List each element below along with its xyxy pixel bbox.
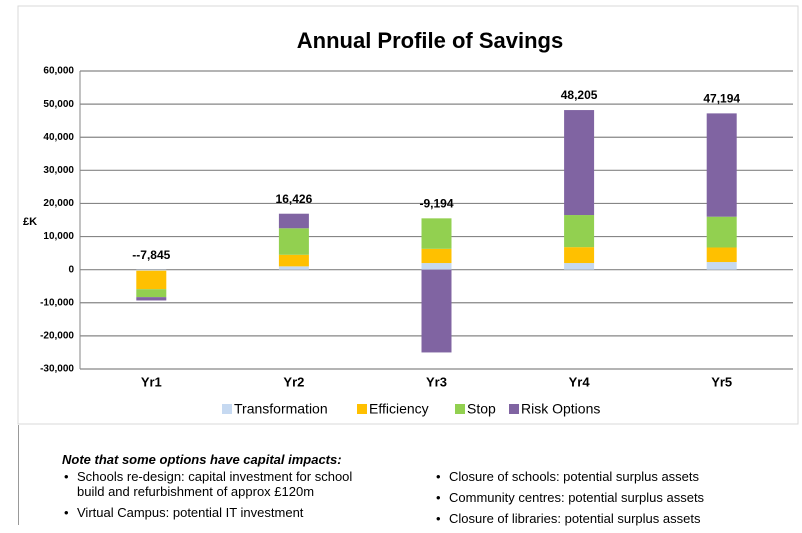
total-label: 47,194 xyxy=(703,92,740,106)
notes-heading: Note that some options have capital impa… xyxy=(62,452,342,467)
bar-segment xyxy=(421,218,452,249)
chart: Annual Profile of Savings £K -30,000 -20,… xyxy=(17,5,799,425)
notes-right: Closure of schools: potential surplus as… xyxy=(434,469,794,532)
legend-label: Risk Options xyxy=(521,401,600,417)
bar-segment xyxy=(278,266,309,270)
bar-segment xyxy=(278,254,309,267)
y-tick-label: 0 xyxy=(68,264,74,275)
legend-label: Stop xyxy=(467,401,496,417)
total-label: 16,426 xyxy=(276,192,313,206)
chart-title: Annual Profile of Savings xyxy=(297,28,563,53)
bar-segment xyxy=(564,110,595,216)
bar-segment xyxy=(136,270,167,290)
y-tick-label: 20,000 xyxy=(43,198,74,209)
y-tick-label: 30,000 xyxy=(43,165,74,176)
y-tick-label: 60,000 xyxy=(43,66,74,77)
y-tick-label: 50,000 xyxy=(43,99,74,110)
bar-segment xyxy=(564,215,595,248)
bar-segment xyxy=(421,248,452,264)
note-item: Closure of schools: potential surplus as… xyxy=(434,469,794,484)
legend-swatch xyxy=(357,404,367,414)
bar-segment xyxy=(706,216,737,248)
note-item: Closure of libraries: potential surplus … xyxy=(434,511,794,526)
bar-segment xyxy=(564,247,595,264)
y-axis-label: £K xyxy=(23,216,37,228)
x-tick-label: Yr5 xyxy=(711,374,732,389)
notes-left: Schools re-design: capital investment fo… xyxy=(62,469,362,526)
bar-segment xyxy=(706,262,737,270)
legend-label: Efficiency xyxy=(369,401,429,417)
y-tick-label: -20,000 xyxy=(40,331,74,342)
y-tick-label: -30,000 xyxy=(40,364,74,375)
total-label: --7,845 xyxy=(132,248,170,262)
bar-segment xyxy=(136,289,167,298)
divider xyxy=(18,425,19,525)
legend-swatch xyxy=(509,404,519,414)
total-label: 48,205 xyxy=(561,88,598,102)
note-item: Virtual Campus: potential IT investment xyxy=(62,505,362,520)
bar-segment xyxy=(136,269,167,271)
note-item: Community centres: potential surplus ass… xyxy=(434,490,794,505)
x-tick-label: Yr1 xyxy=(141,374,162,389)
legend-swatch xyxy=(455,404,465,414)
note-item: Schools re-design: capital investment fo… xyxy=(62,469,362,499)
y-tick-label: -10,000 xyxy=(40,297,74,308)
bar-segment xyxy=(706,113,737,217)
total-label: -9,194 xyxy=(419,197,453,211)
x-tick-label: Yr3 xyxy=(426,374,447,389)
y-tick-label: 10,000 xyxy=(43,231,74,242)
legend-swatch xyxy=(222,404,232,414)
y-tick-label: 40,000 xyxy=(43,132,74,143)
x-tick-label: Yr4 xyxy=(569,374,591,389)
bar-segment xyxy=(136,297,167,301)
bar-segment xyxy=(421,269,452,353)
bar-segment xyxy=(278,213,309,229)
legend-label: Transformation xyxy=(234,401,328,417)
chart-frame xyxy=(17,5,799,425)
notes: Note that some options have capital impa… xyxy=(54,452,794,526)
bar-segment xyxy=(564,263,595,270)
bar-segment xyxy=(278,228,309,255)
bar-segment xyxy=(421,263,452,270)
bar-segment xyxy=(706,247,737,263)
x-tick-label: Yr2 xyxy=(283,374,304,389)
